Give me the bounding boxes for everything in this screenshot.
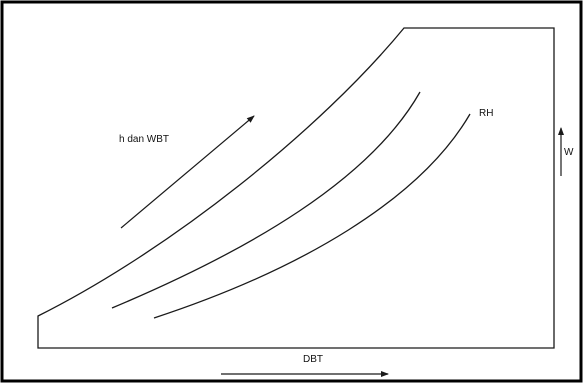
- rh-curve-lower: [153, 113, 471, 319]
- chart-outline-saturation-curve: [37, 27, 555, 349]
- rh-curve-middle: [111, 91, 421, 309]
- dbt-label: DBT: [303, 354, 323, 365]
- enthalpy-wbt-arrow: [120, 115, 255, 229]
- enthalpy-wbt-label: h dan WBT: [119, 134, 169, 145]
- rh-label: RH: [479, 108, 493, 119]
- humidity-ratio-label: W: [564, 147, 574, 158]
